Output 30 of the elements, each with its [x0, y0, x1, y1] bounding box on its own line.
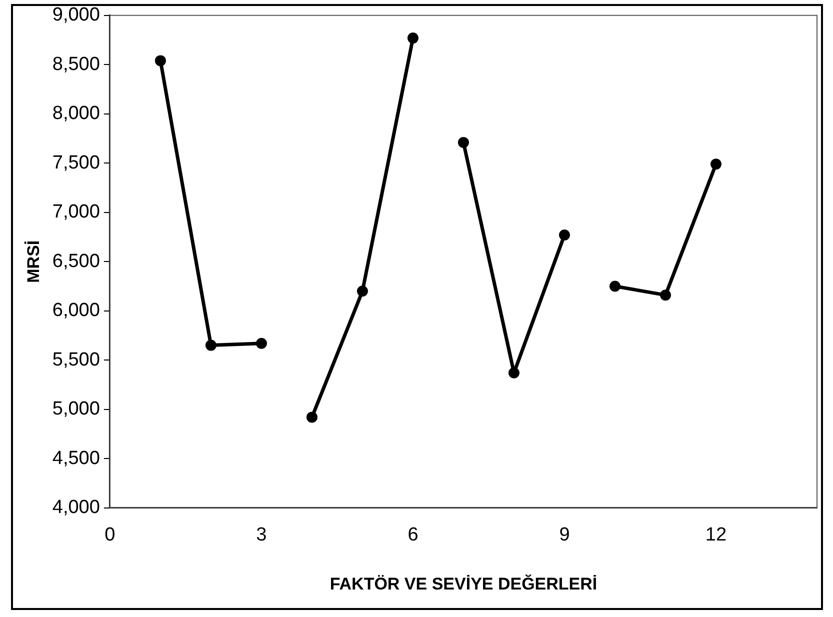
point [609, 280, 620, 292]
y-tick-label: 5,000 [52, 398, 100, 420]
point [407, 32, 418, 44]
y-tick-label: 8,000 [52, 103, 100, 124]
y-tick-label: 4,000 [52, 497, 100, 518]
x-tick-label: 6 [408, 524, 418, 546]
point [458, 136, 469, 148]
x-tick-label: 0 [104, 524, 116, 546]
y-tick-label: 5,500 [52, 349, 100, 370]
x-tick-label: 3 [256, 524, 267, 546]
y-tick-label: 4,500 [52, 448, 100, 469]
y-tick-label: 6,500 [52, 250, 100, 272]
point [660, 290, 671, 301]
x-tick-label: 9 [559, 524, 570, 546]
y-tick-label: 7,500 [52, 152, 100, 174]
point [205, 340, 216, 351]
y-tick-label: 6,000 [52, 300, 100, 322]
y-tick-label: 8,500 [52, 54, 100, 75]
point [356, 286, 368, 297]
point [306, 412, 318, 423]
point [508, 367, 520, 378]
point [710, 158, 722, 170]
y-tick-label: 9,000 [52, 4, 100, 26]
x-axis-title: FAKTÖR VE SEVİYE DEĞERLERİ [330, 573, 598, 594]
y-tick-label: 7,000 [52, 202, 100, 223]
point [256, 338, 267, 349]
y-axis-title: MRSİ [24, 240, 43, 283]
point [154, 55, 166, 66]
point [558, 230, 570, 241]
x-tick-label: 12 [705, 524, 727, 546]
